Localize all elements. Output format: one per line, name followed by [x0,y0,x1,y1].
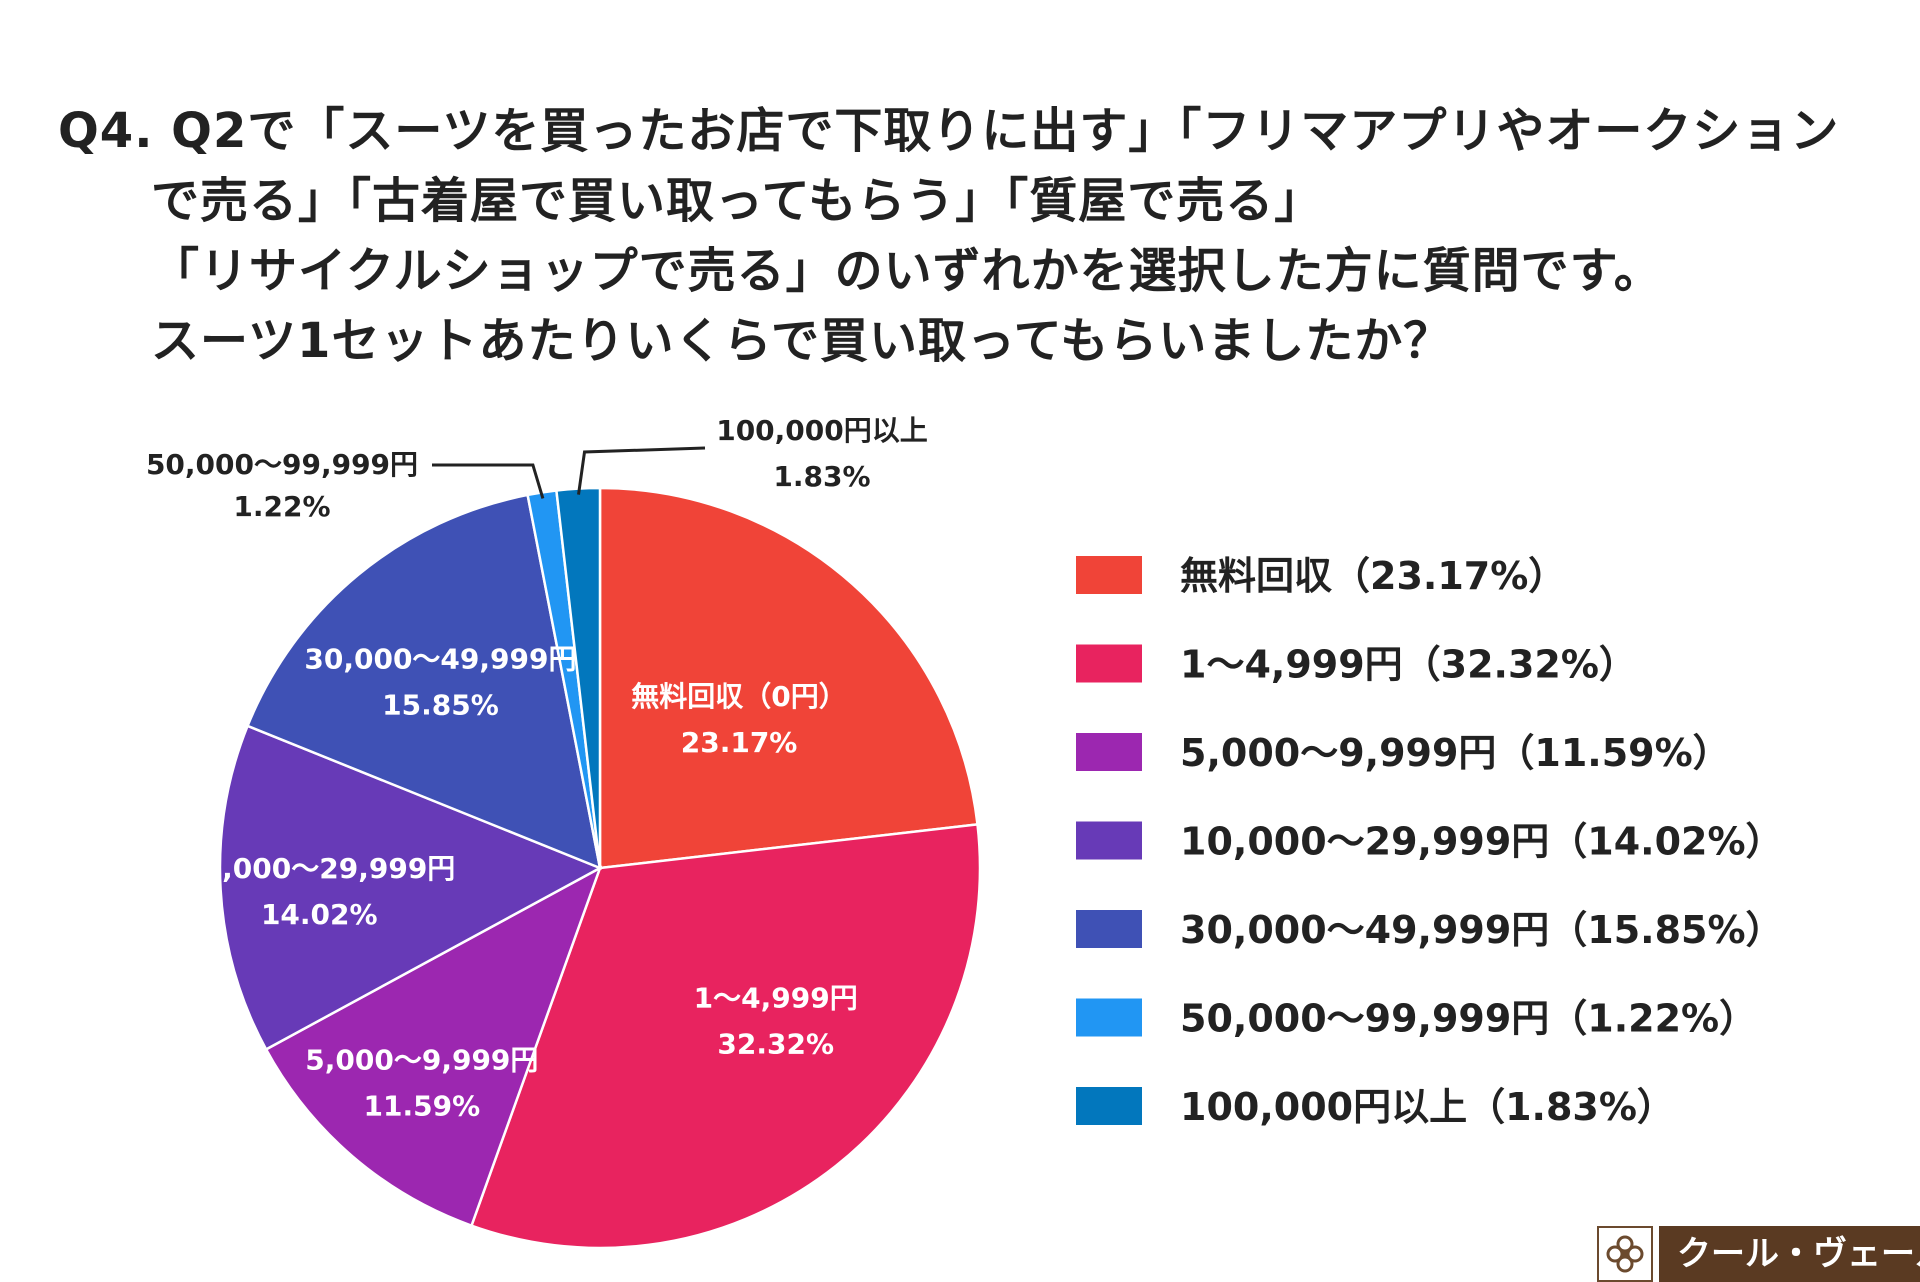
callout-category-label: 50,000〜99,999円 [146,448,418,481]
slice-value-label: 11.59% [364,1090,481,1123]
slice-category-label: 5,000〜9,999円 [305,1044,538,1077]
callout-value-label: 1.22% [233,490,330,523]
legend-swatch [1076,910,1142,948]
legend-label: 10,000〜29,999円（14.02%） [1180,820,1784,864]
brand-name: クール・ヴェール [1659,1226,1920,1282]
legend-label: 50,000〜99,999円（1.22%） [1180,997,1757,1041]
legend-swatch [1076,821,1142,860]
brand-logo-icon [1597,1226,1653,1282]
legend-label: 100,000円以上（1.83%） [1180,1085,1675,1129]
pie-slice [245,493,602,871]
legend-label: 1〜4,999円（32.32%） [1180,643,1637,687]
slice-category-label: 30,000〜49,999円 [304,643,576,676]
pie-slice [218,724,603,1052]
slice-category-label: 1〜4,999円 [694,981,858,1014]
legend-swatch [1076,644,1142,683]
pie-slices [218,486,982,1250]
brand-badge: クール・ヴェール [1597,1226,1920,1282]
callout-line [577,446,706,495]
callout-category-label: 100,000円以上 [716,414,928,447]
legend-label: 30,000〜49,999円（15.85%） [1180,908,1784,952]
chart-title: Q4. Q2で「スーツを買ったお店で下取りに出す」「フリマアプリやオークション … [58,96,1858,376]
callout-line [432,463,545,499]
pie-slice [264,865,603,1228]
legend-label: 5,000〜9,999円（11.59%） [1180,731,1731,775]
legend-label: 無料回収（23.17%） [1180,554,1566,598]
callout-value-label: 1.83% [773,460,870,493]
title-line-3: 「リサイクルショップで売る」のいずれかを選択した方に質問です。 [151,243,1663,299]
slice-value-label: 23.17% [681,726,798,759]
legend-swatch [1076,733,1142,771]
pie-slice [469,823,982,1250]
legend-swatch [1076,556,1142,594]
slice-category-label: 10,000〜29,999円 [183,852,455,885]
callout-labels: 50,000〜99,999円 1.22% 100,000円以上 1.83% [146,414,928,523]
title-line-2: で売る」「古着屋で買い取ってもらう」「質屋で売る」 [151,173,1324,229]
slice-value-label: 15.85% [382,689,499,722]
slice-value-label: 32.32% [717,1027,834,1060]
legend-swatch [1076,1087,1142,1125]
slice-value-label: 14.02% [261,898,378,931]
title-line-4: スーツ1セットあたりいくらで買い取ってもらいましたか？ [151,313,1453,369]
slice-category-label: 無料回収（0円） [631,680,846,713]
pie-slice [598,486,979,870]
title-line-1: Q4. Q2で「スーツを買ったお店で下取りに出す」「フリマアプリやオークション [58,103,1840,159]
slice-labels: 無料回収（0円） 23.17% 1〜4,999円 32.32% 5,000〜9,999円… [183,643,858,1123]
legend: 無料回収（23.17%） 1〜4,999円（32.32%） 5,000〜9,999円… [1076,554,1784,1129]
legend-swatch [1076,998,1142,1037]
